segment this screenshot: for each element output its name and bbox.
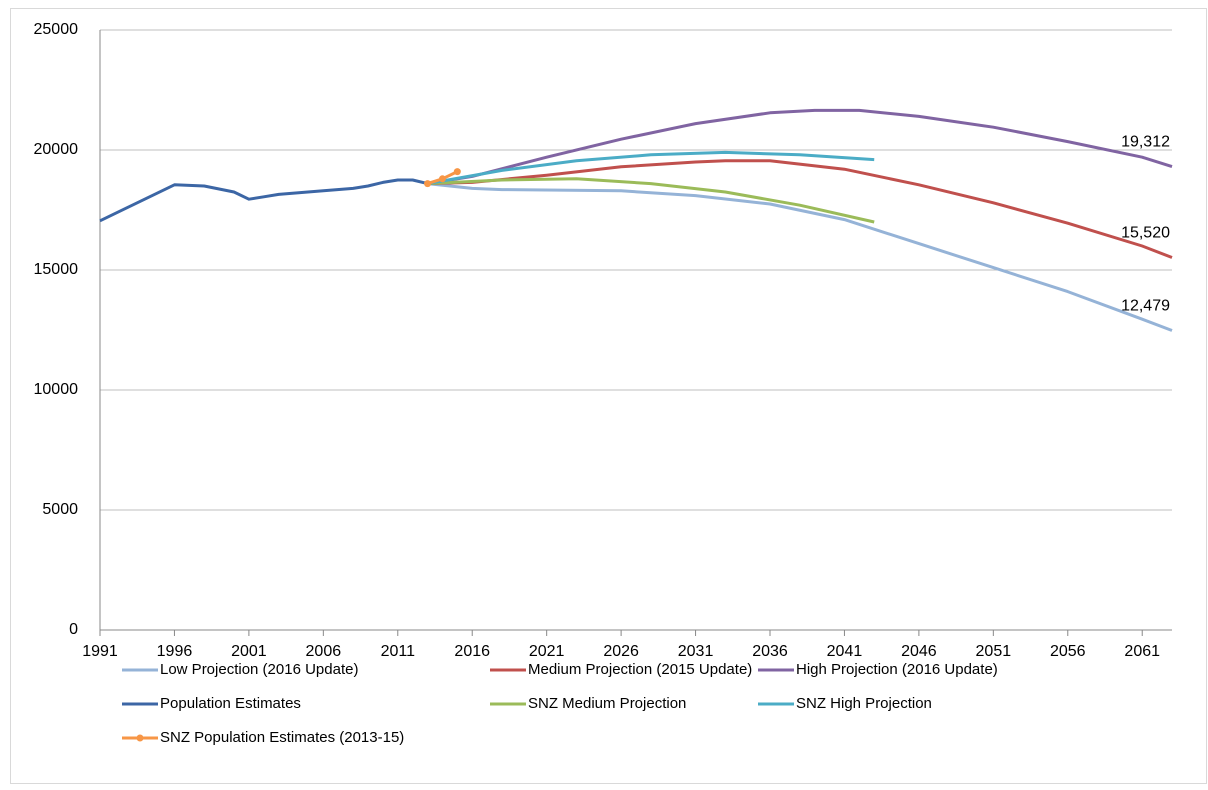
- series-line: [99, 178, 428, 223]
- legend-marker: [136, 734, 144, 742]
- x-tick-label: 2036: [752, 643, 788, 660]
- point: [453, 168, 461, 176]
- legend-label: SNZ Population Estimates (2013-15): [160, 729, 404, 746]
- y-tick-label: 20000: [34, 141, 79, 158]
- x-tick-label: 2051: [976, 643, 1012, 660]
- x-tick-label: 2041: [827, 643, 863, 660]
- series-line: [427, 150, 875, 186]
- legend-label: SNZ Medium Projection: [528, 695, 686, 712]
- series-line: [427, 177, 875, 224]
- y-tick-label: 15000: [34, 261, 79, 278]
- legend-label: SNZ High Projection: [796, 695, 932, 712]
- legend-label: High Projection (2016 Update): [796, 661, 998, 678]
- x-tick-label: 2021: [529, 643, 565, 660]
- point: [438, 175, 446, 183]
- x-tick-label: 2011: [381, 643, 416, 660]
- x-tick-label: 2061: [1124, 643, 1160, 660]
- data-label: 19,312: [1121, 134, 1170, 151]
- y-tick-label: 10000: [34, 381, 79, 398]
- y-tick-label: 5000: [42, 501, 78, 518]
- x-tick-label: 2016: [454, 643, 490, 660]
- series-line: [427, 182, 1173, 332]
- x-tick-label: 1991: [82, 643, 118, 660]
- y-tick-label: 0: [69, 621, 78, 638]
- data-label: 12,479: [1121, 298, 1170, 315]
- x-tick-label: 2006: [306, 643, 342, 660]
- series-line: [427, 159, 1173, 259]
- x-tick-label: 2056: [1050, 643, 1086, 660]
- x-tick-label: 2046: [901, 643, 937, 660]
- legend-label: Population Estimates: [160, 695, 301, 712]
- legend-label: Medium Projection (2015 Update): [528, 661, 752, 678]
- x-tick-label: 2031: [678, 643, 714, 660]
- x-tick-label: 1996: [157, 643, 193, 660]
- point: [424, 180, 432, 188]
- series-line: [427, 108, 1173, 186]
- x-tick-label: 2026: [603, 643, 639, 660]
- x-tick-label: 2001: [231, 643, 267, 660]
- chart-border: [10, 8, 1207, 784]
- legend-label: Low Projection (2016 Update): [160, 661, 358, 678]
- y-tick-label: 25000: [34, 21, 79, 38]
- data-label: 15,520: [1121, 225, 1170, 242]
